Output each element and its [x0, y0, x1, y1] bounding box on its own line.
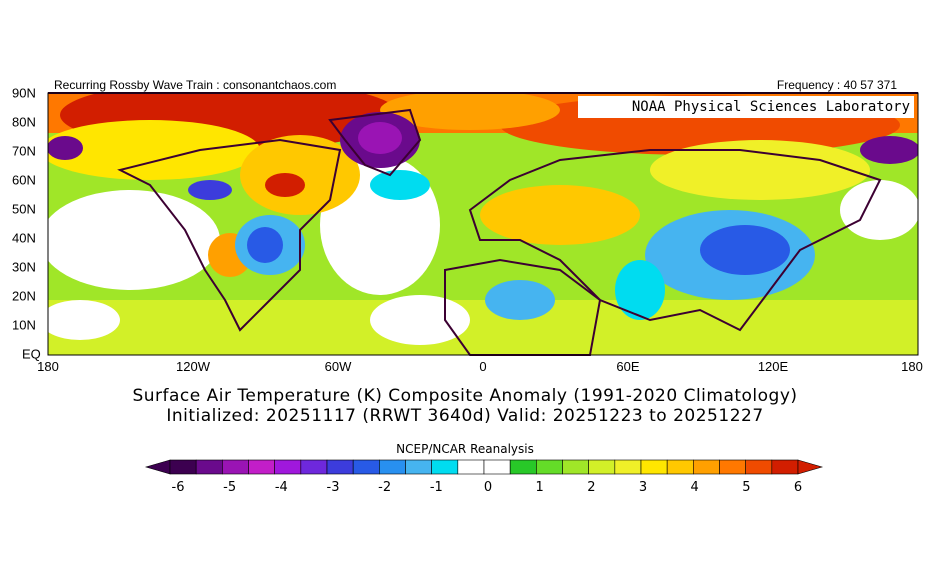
colorbar-swatch — [379, 459, 406, 475]
europe-warm — [480, 185, 640, 245]
colorbar-swatch — [352, 459, 380, 475]
map-frame — [47, 92, 919, 356]
noaa-watermark-text: NOAA Physical Sciences Laboratory — [631, 99, 910, 115]
colorbar-title: NCEP/NCAR Reanalysis — [396, 442, 534, 456]
colorbar-tick-label: 2 — [587, 480, 596, 495]
lat-label-80n: 80N — [12, 114, 36, 130]
colorbar-tick-label: 3 — [638, 480, 648, 495]
western-canada-cold — [188, 180, 232, 200]
lat-label-20n: 20N — [12, 288, 36, 304]
colorbar-tick-label: 1 — [535, 480, 544, 495]
colorbar-tick-label: 6 — [793, 480, 803, 495]
africa-outline — [444, 258, 602, 356]
colorbar-swatch — [248, 459, 275, 475]
colorbar-swatch — [326, 459, 354, 475]
colorbar-swatch — [195, 459, 223, 475]
colorbar-swatch — [719, 459, 746, 475]
colorbar-tick-label: 4 — [690, 480, 699, 495]
hudson-bay-warm — [265, 173, 305, 197]
header-source-text: Recurring Rossby Wave Train : consonantc… — [54, 78, 337, 92]
lon-label-0: 0 — [479, 359, 487, 374]
colorbar-swatch — [457, 459, 485, 475]
colorbar-swatch — [300, 459, 328, 475]
colorbar-swatch — [536, 459, 563, 475]
colorbar-swatch — [274, 459, 302, 475]
colorbar-swatch — [169, 459, 197, 475]
colorbar-tick-label: -2 — [378, 480, 392, 495]
lat-label-30n: 30N — [12, 259, 36, 275]
colorbar-swatch — [640, 459, 668, 475]
colorbar-swatch — [222, 459, 249, 475]
lon-label-60w: 60W — [324, 359, 352, 374]
lon-label-60e: 60E — [616, 359, 640, 374]
colorbar-swatch — [562, 459, 589, 475]
lat-label-50n: 50N — [12, 201, 36, 217]
noaa-watermark: NOAA Physical Sciences Laboratory — [578, 96, 914, 118]
colorbar-swatch — [745, 459, 773, 475]
lon-label-180e: 180 — [901, 359, 923, 374]
map-title-line1: Surface Air Temperature (K) Composite An… — [132, 386, 798, 406]
lat-label-eq: EQ — [22, 346, 41, 362]
white-pacific-region — [48, 190, 220, 290]
colorbar-swatch — [771, 459, 799, 475]
colorbar-swatch — [431, 459, 459, 475]
colorbar-arrow-high — [797, 459, 824, 475]
lon-label-180w: 180 — [37, 359, 59, 374]
colorbar-swatch — [588, 459, 616, 475]
colorbar-tick-label: 5 — [742, 480, 751, 495]
header-frequency-text: Frequency : 40 57 371 — [776, 78, 897, 92]
colorbar-swatch — [509, 459, 537, 475]
greenland-outline — [328, 108, 422, 177]
colorbar-tick-label: -3 — [326, 480, 340, 495]
colorbar — [144, 459, 824, 475]
north-america-outline — [117, 138, 342, 332]
lon-label-120w: 120W — [176, 359, 210, 374]
lat-label-60n: 60N — [12, 172, 36, 188]
colorbar-tick-label: -1 — [429, 480, 443, 495]
colorbar-tick-label: 0 — [483, 480, 493, 495]
colorbar-swatch — [405, 459, 432, 475]
coastlines — [117, 108, 882, 356]
lat-label-40n: 40N — [12, 230, 36, 246]
lat-label-70n: 70N — [12, 143, 36, 159]
eurasia-outline — [468, 149, 882, 332]
map-title-line2: Initialized: 20251117 (RRWT 3640d) Valid… — [166, 406, 764, 426]
colorbar-swatch — [483, 459, 511, 475]
lat-label-10n: 10N — [12, 317, 36, 333]
colorbar-tick-label: -4 — [274, 480, 288, 495]
colorbar-swatch — [614, 459, 642, 475]
colorbar-tick-label: -5 — [223, 480, 237, 495]
colorbar-arrow-low — [144, 459, 171, 475]
lon-label-120e: 120E — [757, 359, 789, 374]
colorbar-tick-label: -6 — [171, 480, 185, 495]
siberia-cold — [860, 136, 918, 164]
colorbar-swatch — [693, 459, 720, 475]
lat-label-90n: 90N — [12, 85, 36, 101]
anomaly-field — [48, 93, 918, 355]
colorbar-swatch — [666, 459, 694, 475]
